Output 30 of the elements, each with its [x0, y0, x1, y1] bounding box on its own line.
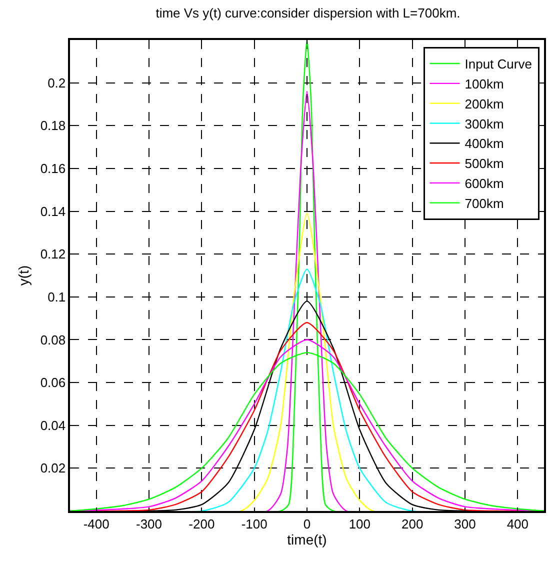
- x-tick-label: 400: [506, 516, 529, 532]
- x-tick-label: 300: [454, 516, 476, 532]
- legend-label: 500km: [464, 156, 504, 172]
- y-tick-label: 0.12: [40, 246, 66, 262]
- legend-label: 100km: [464, 76, 504, 92]
- y-tick-label: 0.14: [40, 204, 66, 219]
- x-tick-label: 100: [348, 516, 371, 532]
- x-tick-label: -100: [241, 516, 268, 532]
- legend-label: 300km: [464, 116, 504, 132]
- legend-label: 600km: [464, 176, 504, 191]
- x-axis-title: time(t): [287, 531, 327, 548]
- x-tick-label: -400: [83, 516, 110, 532]
- y-tick-label: 0.06: [40, 375, 66, 390]
- y-tick-label: 0.2: [48, 75, 66, 90]
- y-tick-label: 0.1: [48, 289, 66, 304]
- legend-label: 200km: [464, 96, 504, 112]
- y-tick-label: 0.18: [40, 118, 66, 134]
- y-tick-label: 0.02: [40, 460, 66, 476]
- y-tick-label: 0.04: [40, 418, 66, 433]
- x-tick-label: -200: [188, 516, 215, 532]
- x-tick-label: 200: [401, 516, 424, 532]
- y-tick-label: 0.16: [40, 161, 66, 176]
- legend-label: 700km: [464, 196, 504, 211]
- x-tick-label: -300: [136, 516, 162, 532]
- y-axis-title: y(t): [15, 265, 32, 286]
- x-tick-label: 0: [303, 516, 311, 532]
- legend-label: 400km: [464, 136, 504, 152]
- y-tick-label: 0.08: [40, 332, 66, 348]
- chart-title: time Vs y(t) curve:consider dispersion with L=700km.: [156, 6, 460, 21]
- legend-label: Input Curve: [464, 56, 532, 72]
